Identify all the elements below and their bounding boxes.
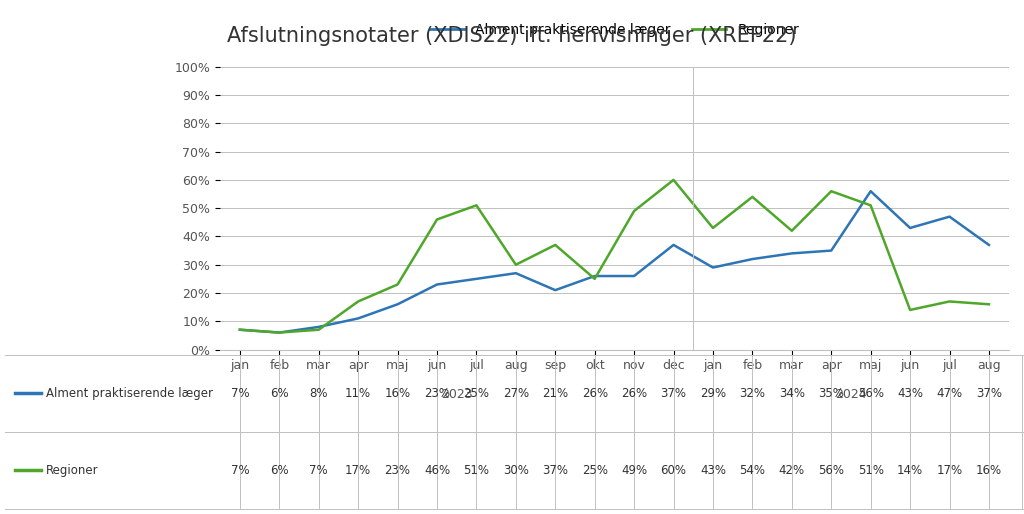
Text: 16%: 16% bbox=[976, 464, 1002, 477]
Text: 32%: 32% bbox=[739, 387, 765, 400]
Text: 2023: 2023 bbox=[441, 389, 472, 401]
Text: 2024: 2024 bbox=[836, 389, 866, 401]
Text: Regioner: Regioner bbox=[46, 464, 98, 477]
Text: 29%: 29% bbox=[699, 387, 726, 400]
Text: 46%: 46% bbox=[424, 464, 451, 477]
Text: 60%: 60% bbox=[660, 464, 686, 477]
Text: 43%: 43% bbox=[897, 387, 923, 400]
Text: 25%: 25% bbox=[464, 387, 489, 400]
Text: 42%: 42% bbox=[778, 464, 805, 477]
Text: 56%: 56% bbox=[858, 387, 884, 400]
Legend: Alment praktiserende læger, Regioner: Alment praktiserende læger, Regioner bbox=[424, 17, 805, 42]
Text: 26%: 26% bbox=[582, 387, 608, 400]
Text: 25%: 25% bbox=[582, 464, 607, 477]
Text: 14%: 14% bbox=[897, 464, 924, 477]
Text: 7%: 7% bbox=[230, 464, 249, 477]
Text: 23%: 23% bbox=[385, 464, 411, 477]
Text: 37%: 37% bbox=[976, 387, 1001, 400]
Text: Alment praktiserende læger: Alment praktiserende læger bbox=[46, 387, 213, 400]
Text: 30%: 30% bbox=[503, 464, 528, 477]
Text: 43%: 43% bbox=[700, 464, 726, 477]
Text: 7%: 7% bbox=[230, 387, 249, 400]
Text: 56%: 56% bbox=[818, 464, 844, 477]
Text: 17%: 17% bbox=[345, 464, 372, 477]
Text: 27%: 27% bbox=[503, 387, 529, 400]
Text: 35%: 35% bbox=[818, 387, 844, 400]
Text: 47%: 47% bbox=[936, 387, 963, 400]
Text: 16%: 16% bbox=[384, 387, 411, 400]
Text: 51%: 51% bbox=[464, 464, 489, 477]
Text: 54%: 54% bbox=[739, 464, 765, 477]
Text: 8%: 8% bbox=[309, 387, 328, 400]
Text: 21%: 21% bbox=[542, 387, 568, 400]
Text: 7%: 7% bbox=[309, 464, 328, 477]
Text: 37%: 37% bbox=[543, 464, 568, 477]
Text: 49%: 49% bbox=[621, 464, 647, 477]
Text: 51%: 51% bbox=[858, 464, 884, 477]
Text: Afslutningsnotater (XDIS22) ift. henvisninger (XREF22): Afslutningsnotater (XDIS22) ift. henvisn… bbox=[227, 26, 797, 46]
Text: 17%: 17% bbox=[936, 464, 963, 477]
Text: 37%: 37% bbox=[660, 387, 686, 400]
Text: 34%: 34% bbox=[779, 387, 805, 400]
Text: 6%: 6% bbox=[270, 464, 289, 477]
Text: 6%: 6% bbox=[270, 387, 289, 400]
Text: 26%: 26% bbox=[621, 387, 647, 400]
Text: 23%: 23% bbox=[424, 387, 450, 400]
Text: 11%: 11% bbox=[345, 387, 372, 400]
